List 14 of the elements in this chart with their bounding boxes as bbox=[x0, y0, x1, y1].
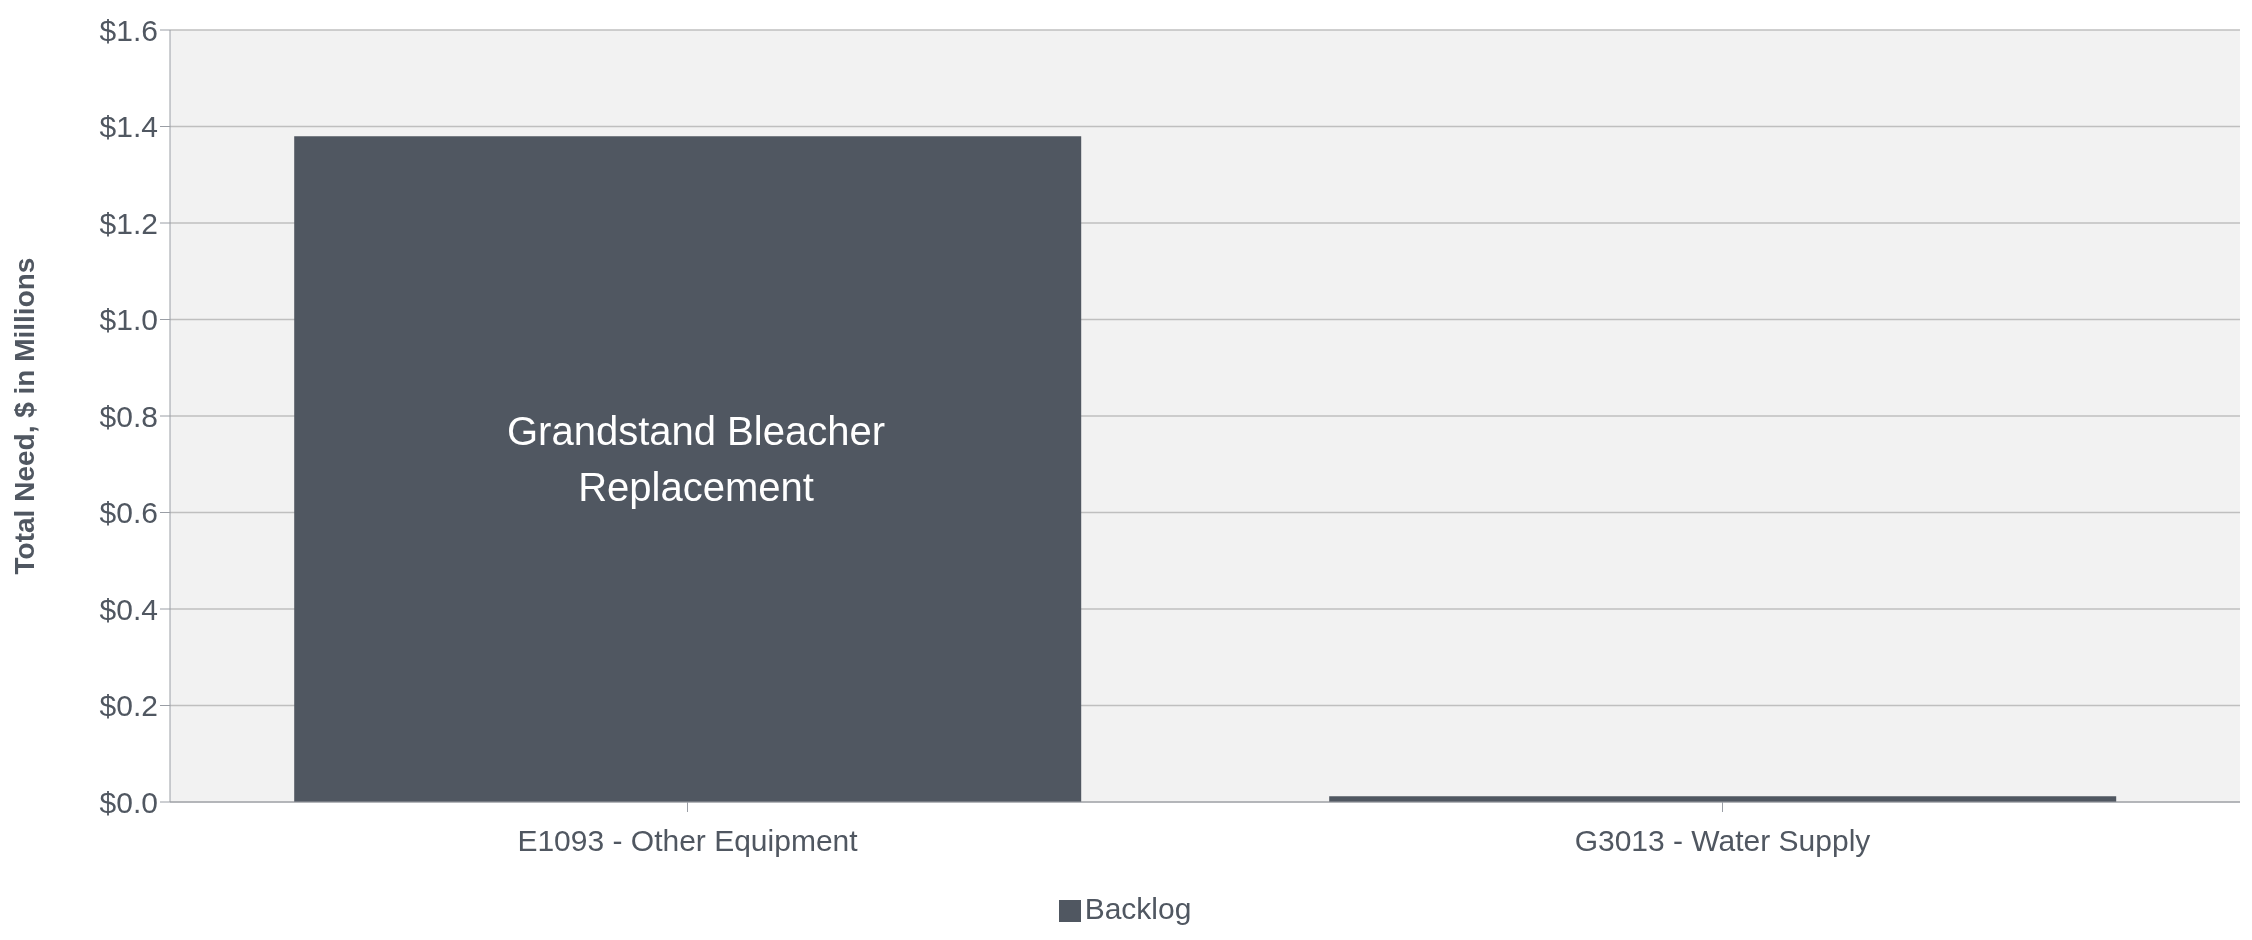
x-tick-label: E1093 - Other Equipment bbox=[517, 824, 859, 858]
annotation: Grandstand Bleacher Replacement bbox=[506, 408, 886, 511]
legend-label: Backlog bbox=[1084, 892, 1192, 925]
y-tick-label: $0.4 bbox=[99, 592, 158, 626]
y-tick-label: $1.4 bbox=[99, 110, 158, 144]
x-tick-label: G3013 - Water Supply bbox=[1574, 824, 1871, 858]
y-tick-label: $1.2 bbox=[99, 206, 158, 240]
y-tick-label: $1.0 bbox=[99, 303, 158, 337]
y-tick-label: $1.6 bbox=[99, 13, 158, 47]
y-tick-label: $0.8 bbox=[99, 399, 158, 433]
y-tick-label: $0.0 bbox=[99, 785, 158, 819]
y-tick-label: $0.6 bbox=[99, 496, 158, 530]
y-tick-label: $0.2 bbox=[99, 689, 158, 723]
y-axis-title: Total Need, $ in Millions bbox=[8, 257, 40, 575]
